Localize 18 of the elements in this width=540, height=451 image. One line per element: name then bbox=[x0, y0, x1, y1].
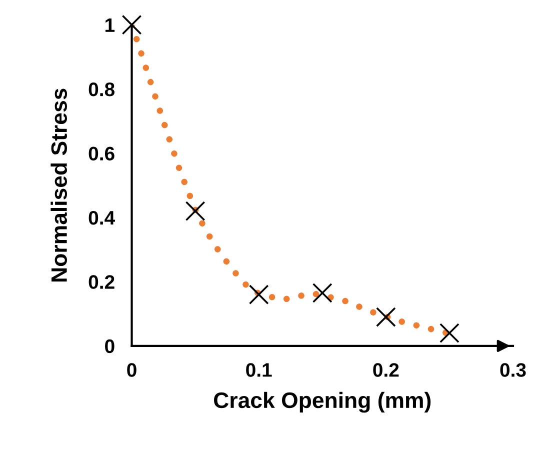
y-tick-label: 0.4 bbox=[88, 210, 115, 225]
x-tick-label: 0 bbox=[127, 363, 136, 377]
point bbox=[376, 307, 396, 327]
x-tick-label: 0.3 bbox=[500, 363, 526, 377]
y-axis-title: Normalised Stress bbox=[50, 88, 68, 282]
y-tick-label: 1 bbox=[106, 18, 115, 32]
y-tick-label: 0.8 bbox=[88, 82, 114, 96]
x-tick-label: 0.1 bbox=[246, 363, 272, 377]
point bbox=[185, 201, 206, 222]
y-tick-label: 0.6 bbox=[88, 146, 114, 160]
point bbox=[122, 14, 142, 35]
x-tick-label: 0.2 bbox=[373, 363, 399, 377]
y-tick-label: 0.2 bbox=[88, 275, 114, 289]
x-axis-title: Crack Opening (mm) bbox=[214, 392, 431, 413]
point bbox=[312, 282, 332, 303]
y-tick-label: 0 bbox=[105, 339, 114, 354]
point bbox=[248, 284, 269, 304]
point bbox=[440, 323, 460, 344]
